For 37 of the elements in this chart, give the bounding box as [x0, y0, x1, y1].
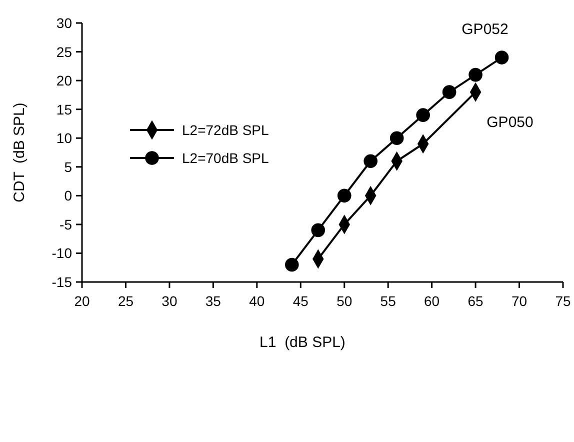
x-tick-label: 35	[205, 293, 222, 309]
x-tick-label: 65	[468, 293, 484, 309]
x-tick-label: 70	[511, 293, 528, 309]
y-tick-label: 30	[56, 15, 72, 31]
y-tick-label: 20	[56, 72, 72, 89]
y-tick-label: 10	[56, 130, 72, 146]
x-tick-label: 60	[424, 293, 440, 309]
point	[468, 68, 482, 82]
x-tick-label: 20	[74, 293, 90, 309]
point	[284, 258, 299, 272]
x-tick-label: 55	[380, 293, 396, 309]
y-tick-label: 25	[56, 44, 72, 60]
y-axis-title: CDT (dB SPL)	[11, 102, 28, 202]
point	[337, 188, 352, 203]
legend-label: L2=70dB SPL	[182, 150, 270, 166]
annotation: GP050	[486, 114, 534, 131]
y-tick-label: 0	[64, 188, 72, 204]
y-tick-label: 5	[64, 158, 72, 175]
point	[494, 50, 509, 64]
legend-label: L2=72dB SPL	[182, 122, 270, 138]
y-tick-label: -15	[52, 274, 72, 290]
x-tick-label: 50	[336, 293, 352, 309]
point	[311, 223, 326, 238]
point	[364, 154, 378, 168]
x-tick-label: 45	[292, 293, 309, 309]
y-tick-label: 15	[56, 101, 72, 118]
x-tick-label: 75	[555, 293, 571, 309]
point	[390, 131, 404, 146]
x-axis-title: L1 (dB SPL)	[260, 334, 346, 351]
x-tick-label: 30	[162, 293, 178, 309]
annotation: GP052	[462, 21, 508, 38]
x-tick-label: 40	[249, 293, 265, 309]
point	[416, 108, 430, 122]
x-tick-label: 25	[118, 293, 134, 309]
point	[442, 85, 456, 99]
y-tick-label: -5	[60, 216, 72, 232]
y-tick-label: -10	[52, 245, 72, 262]
